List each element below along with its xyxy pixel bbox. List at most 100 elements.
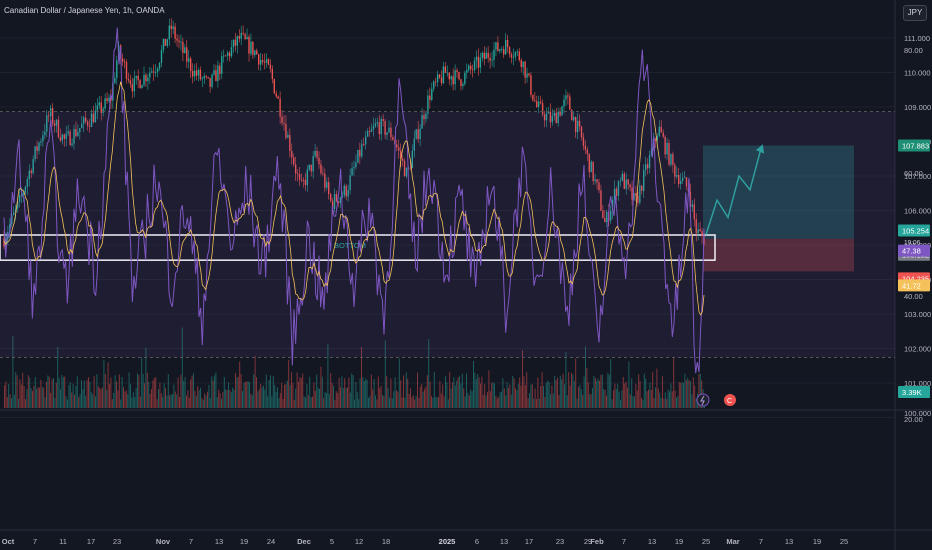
candle-body xyxy=(679,180,682,185)
volume-bar xyxy=(218,389,220,408)
candle-body xyxy=(425,113,427,120)
candle-body xyxy=(503,49,505,55)
volume-bar xyxy=(676,397,677,408)
candle-body xyxy=(662,132,664,137)
volume-bar xyxy=(452,382,453,408)
volume-bar xyxy=(649,382,651,408)
volume-bar xyxy=(8,384,10,408)
volume-bar xyxy=(596,380,598,408)
volume-bar xyxy=(454,385,456,408)
candle-body xyxy=(378,122,380,135)
candle-body xyxy=(162,38,165,50)
candle-body xyxy=(545,113,548,121)
candle-body xyxy=(287,134,289,138)
volume-bar xyxy=(67,399,68,408)
volume-bar xyxy=(390,378,392,408)
volume-bar xyxy=(698,373,700,408)
volume-bar xyxy=(384,340,386,408)
volume-bar xyxy=(327,344,329,408)
volume-bar xyxy=(592,388,593,408)
volume-bar xyxy=(296,372,298,408)
volume-bar xyxy=(302,373,304,408)
candle-body xyxy=(355,162,357,167)
volume-bar xyxy=(130,384,131,408)
candle-body xyxy=(594,179,596,182)
price-tick-label: 103.000 xyxy=(904,310,931,319)
volume-bar xyxy=(342,387,344,408)
volume-bar xyxy=(555,380,557,408)
candle-body xyxy=(158,62,161,69)
candle-body xyxy=(699,229,701,232)
volume-bar xyxy=(512,375,514,408)
candle-body xyxy=(499,49,501,52)
volume-bar xyxy=(405,372,407,408)
candle-body xyxy=(471,69,474,71)
candle-body xyxy=(49,108,52,117)
volume-bar xyxy=(594,377,596,408)
volume-bar xyxy=(205,395,207,408)
candle-body xyxy=(421,115,423,129)
volume-bar xyxy=(92,394,94,408)
volume-bar xyxy=(29,377,31,408)
volume-bar xyxy=(422,391,424,408)
chart-title: Canadian Dollar / Japanese Yen, 1h, OAND… xyxy=(4,6,165,15)
volume-bar xyxy=(78,397,80,408)
volume-bar xyxy=(670,383,672,408)
candle-body xyxy=(539,101,542,104)
candle-body xyxy=(123,61,126,63)
candle-body xyxy=(302,179,305,181)
volume-bar xyxy=(362,376,364,408)
candle-body xyxy=(493,49,495,60)
candle-body xyxy=(304,180,307,186)
volume-bar xyxy=(236,377,238,408)
candle-body xyxy=(184,47,186,54)
price-tick-label: 109.000 xyxy=(904,103,931,112)
volume-bar xyxy=(272,375,274,408)
candle-body xyxy=(182,41,184,54)
volume-bar xyxy=(62,377,64,408)
volume-bar xyxy=(369,395,371,408)
candle-body xyxy=(318,157,320,165)
volume-bar xyxy=(410,388,411,408)
volume-bar xyxy=(622,376,624,408)
candle-body xyxy=(207,76,209,78)
time-tick-label: 23 xyxy=(113,537,121,546)
currency-button[interactable]: JPY xyxy=(903,5,927,21)
volume-bar xyxy=(587,382,589,408)
volume-bar xyxy=(239,361,241,408)
volume-bar xyxy=(650,389,652,408)
candle-body xyxy=(40,141,42,143)
volume-bar xyxy=(264,389,266,408)
volume-bar xyxy=(618,391,620,408)
volume-bar xyxy=(215,372,217,408)
candle-body xyxy=(254,50,256,56)
volume-bar xyxy=(414,399,416,408)
volume-bar xyxy=(172,394,173,408)
time-tick-label: 11 xyxy=(59,537,67,546)
volume-bar xyxy=(204,393,206,408)
volume-bar xyxy=(552,393,554,408)
volume-bar xyxy=(316,374,318,408)
volume-bars xyxy=(4,327,705,408)
candle-body xyxy=(223,55,225,57)
volume-bar xyxy=(267,396,269,408)
volume-bar xyxy=(25,399,26,408)
volume-bar xyxy=(251,395,253,408)
volume-bar xyxy=(36,388,38,408)
volume-bar xyxy=(442,384,444,408)
volume-bar xyxy=(208,384,210,408)
volume-bar xyxy=(225,389,227,408)
candle-body xyxy=(143,74,145,86)
candle-body xyxy=(658,126,660,137)
candle-body xyxy=(44,131,46,136)
volume-bar xyxy=(524,385,526,408)
candle-body xyxy=(466,70,468,73)
volume-bar xyxy=(160,393,162,408)
candle-body xyxy=(203,76,205,79)
volume-bar xyxy=(173,384,175,408)
candle-body xyxy=(399,150,402,159)
volume-bar xyxy=(529,393,530,408)
candle-body xyxy=(277,96,279,99)
volume-bar xyxy=(275,391,277,408)
